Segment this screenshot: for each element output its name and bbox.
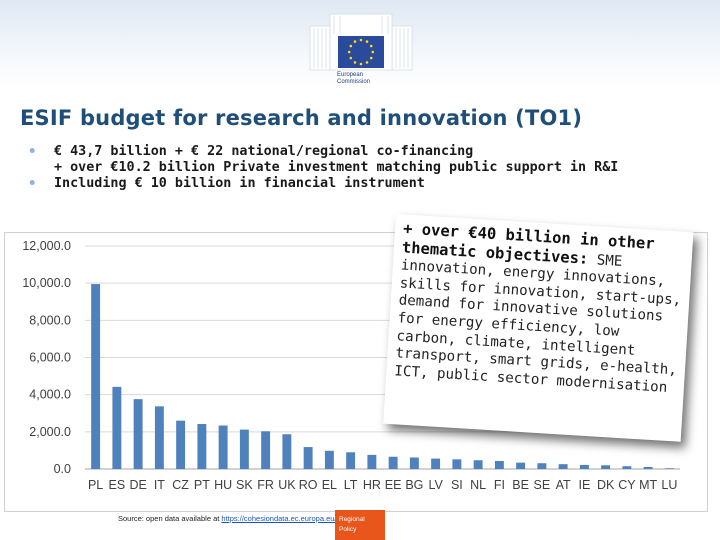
x-tick-label: IT: [154, 478, 165, 492]
bar: [282, 434, 292, 469]
bar: [409, 457, 419, 469]
callout-box: + over €40 billion in other thematic obj…: [383, 214, 694, 442]
bullet-dot-icon: •: [28, 144, 37, 160]
bullet-item-1: • € 43,7 billion + € 22 national/regiona…: [28, 144, 718, 160]
y-tick-label: 10,000.0: [22, 276, 71, 290]
header-banner: European Commission: [0, 0, 720, 88]
bar: [388, 456, 398, 469]
x-tick-label: FI: [494, 478, 505, 492]
source-note: Source: open data available at https://c…: [118, 514, 337, 523]
x-tick-label: BG: [405, 478, 423, 492]
bar: [346, 452, 356, 469]
bullet-text-2: + over €10.2 billion Private investment …: [54, 160, 619, 175]
bar: [452, 459, 462, 469]
logo-line-1: European: [337, 72, 364, 78]
y-tick-label: 8,000.0: [29, 313, 71, 327]
bar: [494, 461, 504, 469]
bar: [176, 420, 186, 469]
source-link[interactable]: https://cohesiondata.ec.europa.eu/: [221, 514, 337, 523]
bullet-list: • € 43,7 billion + € 22 national/regiona…: [28, 144, 718, 192]
bar: [431, 458, 441, 469]
x-tick-label: NL: [470, 478, 486, 492]
y-tick-label: 0.0: [54, 462, 71, 476]
bar: [473, 460, 483, 469]
y-tick-label: 4,000.0: [29, 388, 71, 402]
x-tick-label: AT: [556, 478, 571, 492]
bar-chart: 0.0 2,000.0 4,000.0 6,000.0 8,000.0 10,000.0 1…: [22, 239, 680, 492]
bar: [261, 431, 271, 469]
bullet-item-2: • Including € 10 billion in financial in…: [28, 176, 718, 192]
bar: [239, 429, 249, 469]
x-tick-label: PL: [88, 478, 103, 492]
x-tick-label: HR: [363, 478, 381, 492]
x-tick-label: LT: [344, 478, 358, 492]
bar: [133, 399, 143, 469]
x-tick-label: CZ: [172, 478, 189, 492]
bar: [558, 464, 568, 469]
badge-line-1: Regional: [339, 516, 365, 523]
x-tick-label: PT: [194, 478, 210, 492]
bar: [643, 466, 653, 469]
bar: [197, 424, 207, 469]
bar: [112, 386, 122, 469]
x-tick-label: DE: [129, 478, 146, 492]
x-tick-label: ES: [109, 478, 126, 492]
x-tick-label: SI: [451, 478, 463, 492]
x-tick-label: UK: [278, 478, 296, 492]
bar: [91, 284, 101, 469]
slide-title: ESIF budget for research and innovation …: [20, 106, 583, 130]
x-tick-label: LU: [661, 478, 677, 492]
x-tick-label: DK: [597, 478, 615, 492]
source-prefix: Source: open data available at: [118, 514, 222, 523]
european-commission-logo: [309, 13, 413, 71]
badge-line-2: Policy: [339, 526, 357, 533]
bar: [303, 447, 313, 469]
x-tick-label: SK: [236, 478, 253, 492]
bar: [154, 406, 164, 469]
logo-caption: European Commission: [337, 72, 370, 86]
x-tick-label: IE: [578, 478, 590, 492]
bullet-text-1: € 43,7 billion + € 22 national/regional …: [54, 144, 474, 159]
x-tick-label: CY: [618, 478, 636, 492]
bullet-item-1-continued: + over €10.2 billion Private investment …: [28, 160, 718, 176]
x-tick-label: MT: [639, 478, 657, 492]
x-tick-label: EE: [385, 478, 402, 492]
x-tick-label: HU: [214, 478, 232, 492]
bar: [218, 425, 228, 469]
bar: [622, 466, 632, 469]
regional-policy-badge: Regional Policy: [335, 510, 385, 540]
bar: [324, 450, 334, 469]
bar: [516, 462, 526, 469]
x-tick-label: EL: [322, 478, 337, 492]
bar: [367, 454, 377, 469]
bar: [579, 464, 589, 469]
x-tick-label: SE: [534, 478, 551, 492]
callout-body: SME innovation, energy innovations, skil…: [393, 251, 682, 396]
bar: [664, 468, 674, 469]
y-tick-label: 2,000.0: [29, 425, 71, 439]
y-tick-label: 6,000.0: [29, 351, 71, 365]
bar: [537, 463, 547, 469]
x-tick-label: LV: [428, 478, 443, 492]
x-tick-label: FR: [257, 478, 274, 492]
x-tick-label: BE: [512, 478, 529, 492]
logo-line-2: Commission: [337, 79, 371, 85]
x-tick-label: RO: [299, 478, 318, 492]
bullet-dot-icon: •: [28, 176, 37, 192]
y-tick-label: 12,000.0: [22, 239, 71, 253]
bullet-text-3: Including € 10 billion in financial inst…: [54, 176, 425, 191]
bar: [601, 465, 611, 469]
